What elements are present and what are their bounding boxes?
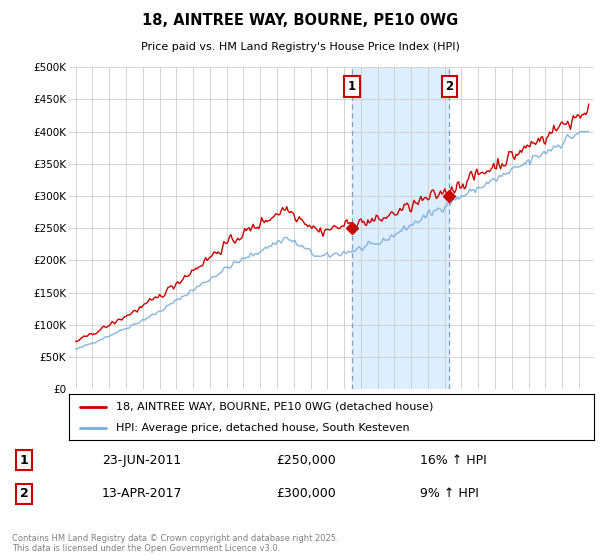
Text: HPI: Average price, detached house, South Kesteven: HPI: Average price, detached house, Sout… <box>116 423 410 433</box>
Text: £250,000: £250,000 <box>276 454 336 467</box>
Text: 2: 2 <box>445 80 454 93</box>
Text: 16% ↑ HPI: 16% ↑ HPI <box>420 454 487 467</box>
Text: 18, AINTREE WAY, BOURNE, PE10 0WG: 18, AINTREE WAY, BOURNE, PE10 0WG <box>142 13 458 28</box>
Text: Price paid vs. HM Land Registry's House Price Index (HPI): Price paid vs. HM Land Registry's House … <box>140 43 460 52</box>
Text: 23-JUN-2011: 23-JUN-2011 <box>102 454 181 467</box>
Text: 2: 2 <box>20 487 28 501</box>
Text: 9% ↑ HPI: 9% ↑ HPI <box>420 487 479 501</box>
Bar <box>352 67 449 389</box>
Text: £300,000: £300,000 <box>276 487 336 501</box>
Text: 1: 1 <box>348 80 356 93</box>
Text: 1: 1 <box>20 454 28 467</box>
Text: Contains HM Land Registry data © Crown copyright and database right 2025.
This d: Contains HM Land Registry data © Crown c… <box>12 534 338 553</box>
Text: 13-APR-2017: 13-APR-2017 <box>102 487 182 501</box>
Text: 18, AINTREE WAY, BOURNE, PE10 0WG (detached house): 18, AINTREE WAY, BOURNE, PE10 0WG (detac… <box>116 402 434 412</box>
